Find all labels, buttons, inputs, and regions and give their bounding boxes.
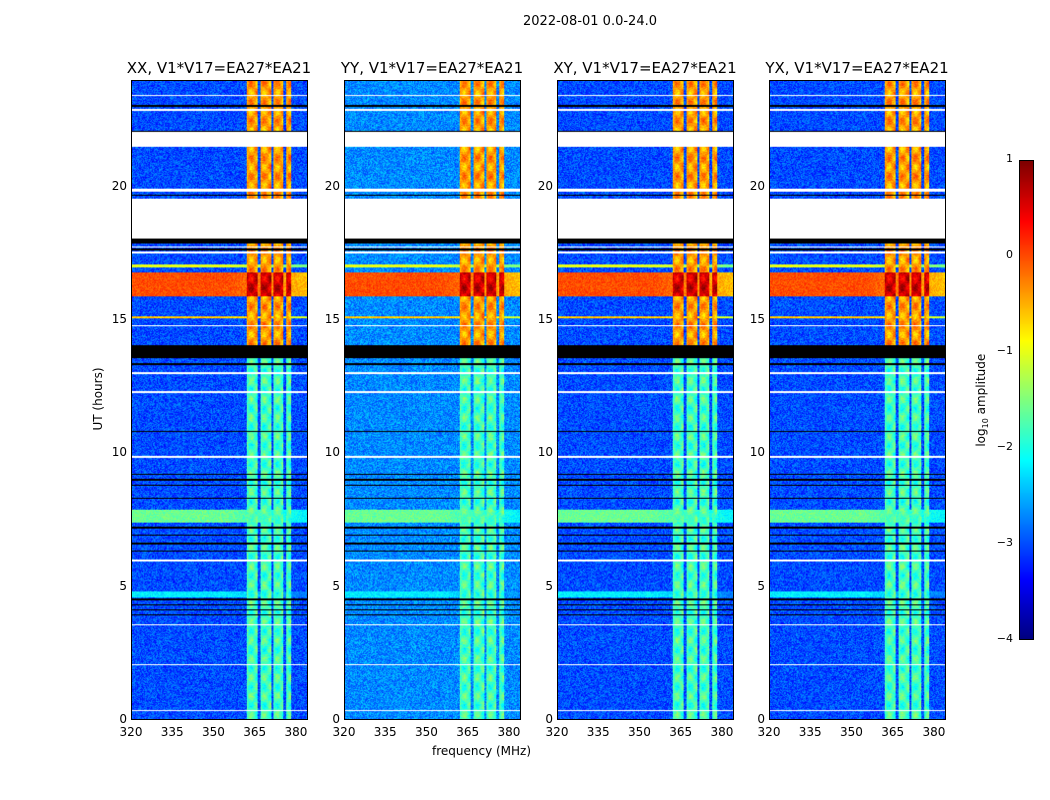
y-tick-label: 20 bbox=[324, 178, 340, 193]
y-tick-label: 5 bbox=[545, 578, 553, 593]
colorbar-tick-label: 1 bbox=[1006, 152, 1013, 165]
colorbar-tick-label: −4 bbox=[996, 632, 1013, 645]
x-tick-label: 380 bbox=[497, 725, 521, 739]
y-tick-label: 20 bbox=[749, 178, 765, 193]
colorbar-label: log10 amplitude bbox=[974, 340, 990, 460]
colorbar-label-rest: amplitude bbox=[973, 353, 988, 419]
spectrogram-panel-yy bbox=[344, 80, 521, 720]
colorbar-tick-label: 0 bbox=[1006, 248, 1013, 261]
x-tick-label: 350 bbox=[840, 725, 863, 739]
y-tick-label: 10 bbox=[537, 445, 553, 460]
x-tick-label: 335 bbox=[586, 725, 610, 739]
panel-title-xy: XY, V1*V17=EA27*EA21 bbox=[553, 59, 737, 77]
x-tick-label: 380 bbox=[922, 725, 946, 739]
colorbar-label-sub: 10 bbox=[981, 418, 991, 429]
y-tick-label: 15 bbox=[537, 312, 553, 326]
panel-title-yy: YY, V1*V17=EA27*EA21 bbox=[340, 59, 524, 77]
x-tick-label: 320 bbox=[332, 725, 356, 739]
y-tick-label: 0 bbox=[332, 712, 340, 726]
spectrogram-panel-xy bbox=[557, 80, 734, 720]
heatmap-cells bbox=[770, 81, 945, 719]
colorbar-tick-label: −3 bbox=[996, 536, 1013, 549]
panel-title-yx: YX, V1*V17=EA27*EA21 bbox=[765, 59, 949, 77]
spectrogram-panel-yx bbox=[769, 80, 946, 720]
x-tick-label: 335 bbox=[160, 725, 184, 739]
figure-title: 2022-08-01 0.0-24.0 bbox=[523, 14, 657, 29]
x-tick-label: 320 bbox=[545, 725, 569, 739]
y-tick-label: 15 bbox=[111, 312, 127, 326]
y-tick-label: 20 bbox=[537, 178, 553, 193]
x-tick-label: 380 bbox=[710, 725, 734, 739]
x-tick-label: 335 bbox=[373, 725, 397, 739]
colorbar-tick-label: −1 bbox=[996, 344, 1013, 357]
y-tick-label: 10 bbox=[111, 445, 127, 460]
x-axis-label: frequency (MHz) bbox=[432, 744, 532, 758]
y-tick-label: 20 bbox=[111, 178, 127, 193]
spectrogram-panel-xx bbox=[131, 80, 308, 720]
colorbar-tick-label: −2 bbox=[996, 440, 1013, 453]
x-tick-label: 380 bbox=[284, 725, 308, 739]
x-tick-label: 350 bbox=[415, 725, 438, 739]
x-tick-label: 320 bbox=[119, 725, 143, 739]
x-tick-label: 350 bbox=[628, 725, 651, 739]
y-tick-label: 10 bbox=[749, 445, 765, 460]
heatmap-cells bbox=[132, 81, 307, 719]
y-axis-label: UT (hours) bbox=[91, 367, 105, 431]
y-tick-label: 0 bbox=[757, 712, 765, 726]
y-tick-label: 0 bbox=[119, 712, 127, 726]
y-tick-label: 5 bbox=[332, 578, 340, 593]
x-tick-label: 335 bbox=[798, 725, 822, 739]
y-tick-label: 10 bbox=[324, 445, 340, 460]
colorbar bbox=[1019, 160, 1034, 640]
heatmap-cells bbox=[345, 81, 520, 719]
y-tick-label: 15 bbox=[749, 312, 765, 326]
x-tick-label: 365 bbox=[669, 725, 693, 739]
y-tick-label: 5 bbox=[119, 578, 127, 593]
colorbar-label-log: log bbox=[973, 428, 988, 447]
x-tick-label: 365 bbox=[881, 725, 905, 739]
x-tick-label: 365 bbox=[456, 725, 480, 739]
x-tick-label: 350 bbox=[202, 725, 225, 739]
y-tick-label: 0 bbox=[545, 712, 553, 726]
panel-title-xx: XX, V1*V17=EA27*EA21 bbox=[126, 59, 312, 77]
y-tick-label: 15 bbox=[324, 312, 340, 326]
x-tick-label: 365 bbox=[243, 725, 267, 739]
y-tick-label: 5 bbox=[757, 578, 765, 593]
heatmap-cells bbox=[558, 81, 733, 719]
x-tick-label: 320 bbox=[757, 725, 781, 739]
